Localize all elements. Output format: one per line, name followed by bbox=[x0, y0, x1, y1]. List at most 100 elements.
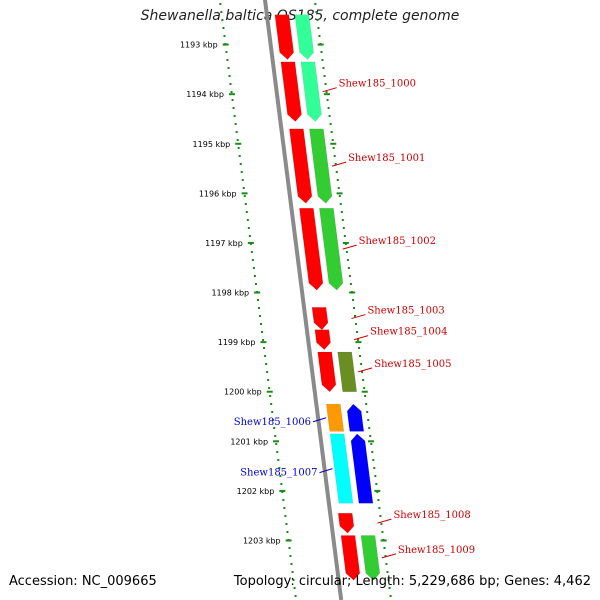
gene-label[interactable]: Shew185_1007 bbox=[240, 468, 317, 479]
gene-label[interactable]: Shew185_1000 bbox=[339, 79, 416, 90]
scale-dot bbox=[371, 451, 374, 453]
scale-dot bbox=[384, 555, 387, 557]
gene-label[interactable]: Shew185_1002 bbox=[359, 236, 436, 247]
scale-dot bbox=[233, 115, 236, 117]
scale-dot bbox=[273, 427, 276, 429]
scale-dot bbox=[222, 27, 225, 29]
gene-arrow[interactable] bbox=[319, 207, 344, 291]
kbp-tick-label: 1194 kbp bbox=[186, 90, 224, 99]
scale-dot bbox=[324, 83, 327, 85]
gene-label-leader bbox=[381, 553, 396, 559]
gene-label-leader bbox=[351, 314, 366, 320]
gene-arrow[interactable] bbox=[300, 61, 322, 122]
scale-dot bbox=[322, 67, 325, 69]
scale-ticks-right bbox=[314, 3, 392, 597]
scale-dot bbox=[326, 99, 329, 101]
scale-dot bbox=[355, 323, 358, 325]
gene-label-leader bbox=[322, 87, 337, 93]
gene-label[interactable]: Shew185_1005 bbox=[374, 359, 451, 370]
scale-dot bbox=[373, 467, 376, 469]
scale-dot bbox=[279, 475, 282, 477]
scale-dot bbox=[229, 83, 232, 85]
scale-dot bbox=[234, 123, 237, 125]
scale-dot bbox=[246, 219, 249, 221]
gene-arrow[interactable] bbox=[360, 535, 381, 581]
gene-label[interactable]: Shew185_1003 bbox=[367, 306, 444, 317]
scale-dot bbox=[290, 563, 293, 565]
genome-summary: Topology: circular; Length: 5,229,686 bp… bbox=[233, 574, 591, 589]
scale-dot bbox=[277, 459, 280, 461]
scale-dot bbox=[342, 227, 345, 229]
scale-dot bbox=[344, 243, 347, 245]
scale-dot bbox=[266, 371, 269, 373]
gene-arrow[interactable] bbox=[317, 351, 337, 393]
scale-dot bbox=[361, 371, 364, 373]
gene-arrow[interactable] bbox=[314, 329, 331, 350]
scale-dot bbox=[323, 75, 326, 77]
scale-dot bbox=[241, 179, 244, 181]
gene-arrow[interactable] bbox=[337, 512, 355, 534]
scale-dot bbox=[226, 59, 229, 61]
scale-dot bbox=[329, 123, 332, 125]
kbp-tick-label: 1197 kbp bbox=[205, 239, 243, 248]
scale-dot bbox=[278, 467, 281, 469]
scale-dot bbox=[318, 35, 321, 37]
gene-arrow[interactable] bbox=[280, 61, 302, 122]
scale-dot bbox=[265, 363, 268, 365]
scale-dot bbox=[231, 99, 234, 101]
scale-dot bbox=[250, 251, 253, 253]
scale-dot bbox=[368, 427, 371, 429]
scale-dot bbox=[284, 515, 287, 517]
scale-dot bbox=[293, 587, 296, 589]
gene-arrow[interactable] bbox=[326, 403, 345, 432]
scale-dot bbox=[314, 3, 317, 5]
scale-dot bbox=[219, 3, 222, 5]
scale-dot bbox=[264, 355, 267, 357]
scale-dot bbox=[375, 483, 378, 485]
scale-dot bbox=[387, 579, 390, 581]
scale-dot bbox=[223, 35, 226, 37]
gene-label[interactable]: Shew185_1008 bbox=[393, 510, 470, 521]
gene-arrow[interactable] bbox=[274, 14, 294, 60]
scale-dot bbox=[372, 459, 375, 461]
gene-arrow[interactable] bbox=[350, 433, 374, 504]
gene-label[interactable]: Shew185_1004 bbox=[370, 327, 447, 338]
scale-dot bbox=[363, 387, 366, 389]
gene-label[interactable]: Shew185_1009 bbox=[398, 545, 475, 556]
scale-dot bbox=[380, 523, 383, 525]
gene-arrow[interactable] bbox=[299, 207, 324, 291]
scale-dot bbox=[365, 403, 368, 405]
scale-dot bbox=[237, 147, 240, 149]
gene-label[interactable]: Shew185_1001 bbox=[348, 153, 425, 164]
gene-label-leader bbox=[342, 244, 357, 250]
scale-dot bbox=[366, 411, 369, 413]
gene-arrow[interactable] bbox=[337, 351, 357, 392]
scale-dot bbox=[370, 443, 373, 445]
gene-label-leader bbox=[358, 367, 373, 373]
gene-arrow[interactable] bbox=[340, 535, 361, 581]
gene-label[interactable]: Shew185_1006 bbox=[234, 417, 311, 428]
scale-dot bbox=[270, 403, 273, 405]
gene-arrow[interactable] bbox=[329, 433, 354, 504]
gene-arrow[interactable] bbox=[289, 128, 313, 204]
scale-dot bbox=[249, 243, 252, 245]
kbp-tick-label: 1199 kbp bbox=[218, 338, 256, 347]
scale-dot bbox=[340, 211, 343, 213]
gene-arrow[interactable] bbox=[309, 128, 333, 204]
scale-dot bbox=[317, 27, 320, 29]
kbp-tick-label: 1200 kbp bbox=[224, 388, 262, 397]
scale-dot bbox=[337, 187, 340, 189]
scale-dot bbox=[320, 51, 323, 53]
scale-dot bbox=[351, 299, 354, 301]
scale-dot bbox=[245, 211, 248, 213]
scale-dot bbox=[289, 555, 292, 557]
scale-dot bbox=[227, 67, 230, 69]
gene-arrow[interactable] bbox=[346, 403, 365, 432]
gene-arrow[interactable] bbox=[294, 14, 314, 60]
scale-dot bbox=[359, 355, 362, 357]
gene-arrow[interactable] bbox=[311, 307, 329, 331]
kbp-tick-label: 1195 kbp bbox=[193, 140, 231, 149]
kbp-tick-label: 1193 kbp bbox=[180, 41, 218, 50]
scale-dot bbox=[248, 235, 251, 237]
scale-dot bbox=[286, 531, 289, 533]
